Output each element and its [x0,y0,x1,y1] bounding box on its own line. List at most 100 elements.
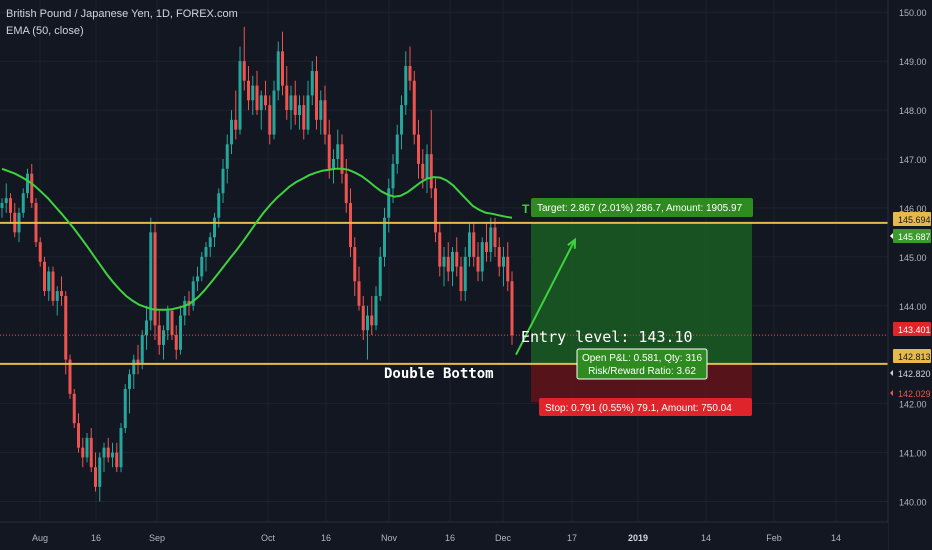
candle-body [111,452,114,458]
candle-body [412,80,416,135]
time-tick: 17 [567,533,577,543]
candle-body [493,227,497,248]
pnl-label: Open P&L: 0.581, Qty: 316 [582,353,703,364]
price-badge-pointer [890,390,893,396]
candle-body [9,198,12,213]
candle-body [89,437,93,468]
candle-body [455,251,459,267]
candle-body [60,291,63,296]
candle-body [81,447,85,458]
time-axis[interactable]: Aug 16 Sep Oct 16 Nov 16 Dec 17 2019 14 Feb 14 [0,521,888,550]
price-tick: 150.00 [899,8,927,18]
candle-body [387,188,391,218]
candle-body [162,330,165,345]
time-tick: Dec [495,533,512,543]
candle-body [247,80,250,101]
candle-body [408,66,412,81]
candle-body [421,163,425,179]
candle-body [200,256,204,277]
candle-body [145,320,148,336]
candle-body [21,193,25,213]
candle-body [272,90,276,135]
candle-body [123,388,127,429]
candle-body [298,105,301,115]
candle-body [43,261,46,292]
candle-body [38,242,42,262]
price-badge-pointer [890,233,893,239]
candle-body [132,359,136,375]
candle-body [395,134,399,164]
candle-body [196,276,199,282]
candle-body [264,95,267,106]
price-tick: 140.00 [899,497,927,507]
candle-body [463,256,467,292]
candle-body [349,203,352,248]
candle-body [4,198,8,204]
candle-body [480,242,484,272]
candle-body [425,154,429,179]
candle-body [102,447,106,458]
candle-body [400,105,403,135]
candle-body [204,247,208,257]
pnl-box [576,348,708,380]
time-tick: 14 [831,533,841,543]
time-tick: Oct [261,533,276,543]
candle-body [106,447,110,458]
price-axis[interactable]: 150.00 149.00 148.00 147.00 146.00 145.00 144.… [887,0,932,550]
price-badge-resistance: 145.694 [898,215,931,225]
price-badge-stop_price: 142.029 [898,389,931,399]
candle-body [47,271,51,292]
position-zones [531,223,752,403]
candle-body [302,105,306,130]
candle-body [404,66,408,106]
candle-body [459,266,463,292]
entry-level-label: Entry level: 143.10 [521,328,693,346]
candle-body [468,232,471,257]
candle-body [255,85,259,111]
candle-body [221,168,225,194]
candle-body [451,251,454,272]
candle-body [332,158,335,169]
indicator-label[interactable]: EMA (50, close) [6,25,84,37]
risk-reward-label: Risk/Reward Ratio: 3.62 [588,366,696,377]
price-tick: 145.00 [899,253,927,263]
candle-body [310,70,314,96]
candle-body [191,281,195,306]
candle-body [489,227,493,252]
candle-body [391,163,395,189]
candle-body [174,335,178,350]
candle-body [370,315,374,326]
candle-body [366,315,369,331]
candle-body [442,256,446,267]
price-tick: 148.00 [899,106,927,116]
candle-body [230,119,233,145]
candle-body [446,256,450,272]
target-zone [531,223,752,364]
candle-body [72,393,76,424]
candle-body [438,232,442,267]
price-badge-pointer [890,370,893,376]
price-tick: 142.00 [899,400,927,410]
candle-body [306,95,310,130]
candle-body [208,237,212,248]
candle-body [94,467,97,487]
candle-body [64,295,68,360]
candle-body [344,173,348,204]
target-label-bg [531,198,753,217]
stop-label: Stop: 0.791 (0.55%) 79.1, Amount: 750.04 [545,403,732,414]
chart-overlays: T Target: 2.867 (2.01%) 286.7, Amount: 19… [0,167,888,416]
price-tick: 141.00 [899,449,927,459]
candle-body [429,154,433,189]
candle-body [319,100,323,120]
price-badge-entry_price-bg [893,366,931,380]
time-tick: Feb [766,533,782,543]
candle-body [149,232,153,321]
candle-body [77,423,80,448]
price-badge-support: 142.813 [898,352,931,362]
candle-body [323,100,327,135]
candle-body [434,188,437,233]
candle-body [242,61,246,81]
candle-body [55,291,59,301]
price-badge-entry_price: 142.820 [898,369,931,379]
